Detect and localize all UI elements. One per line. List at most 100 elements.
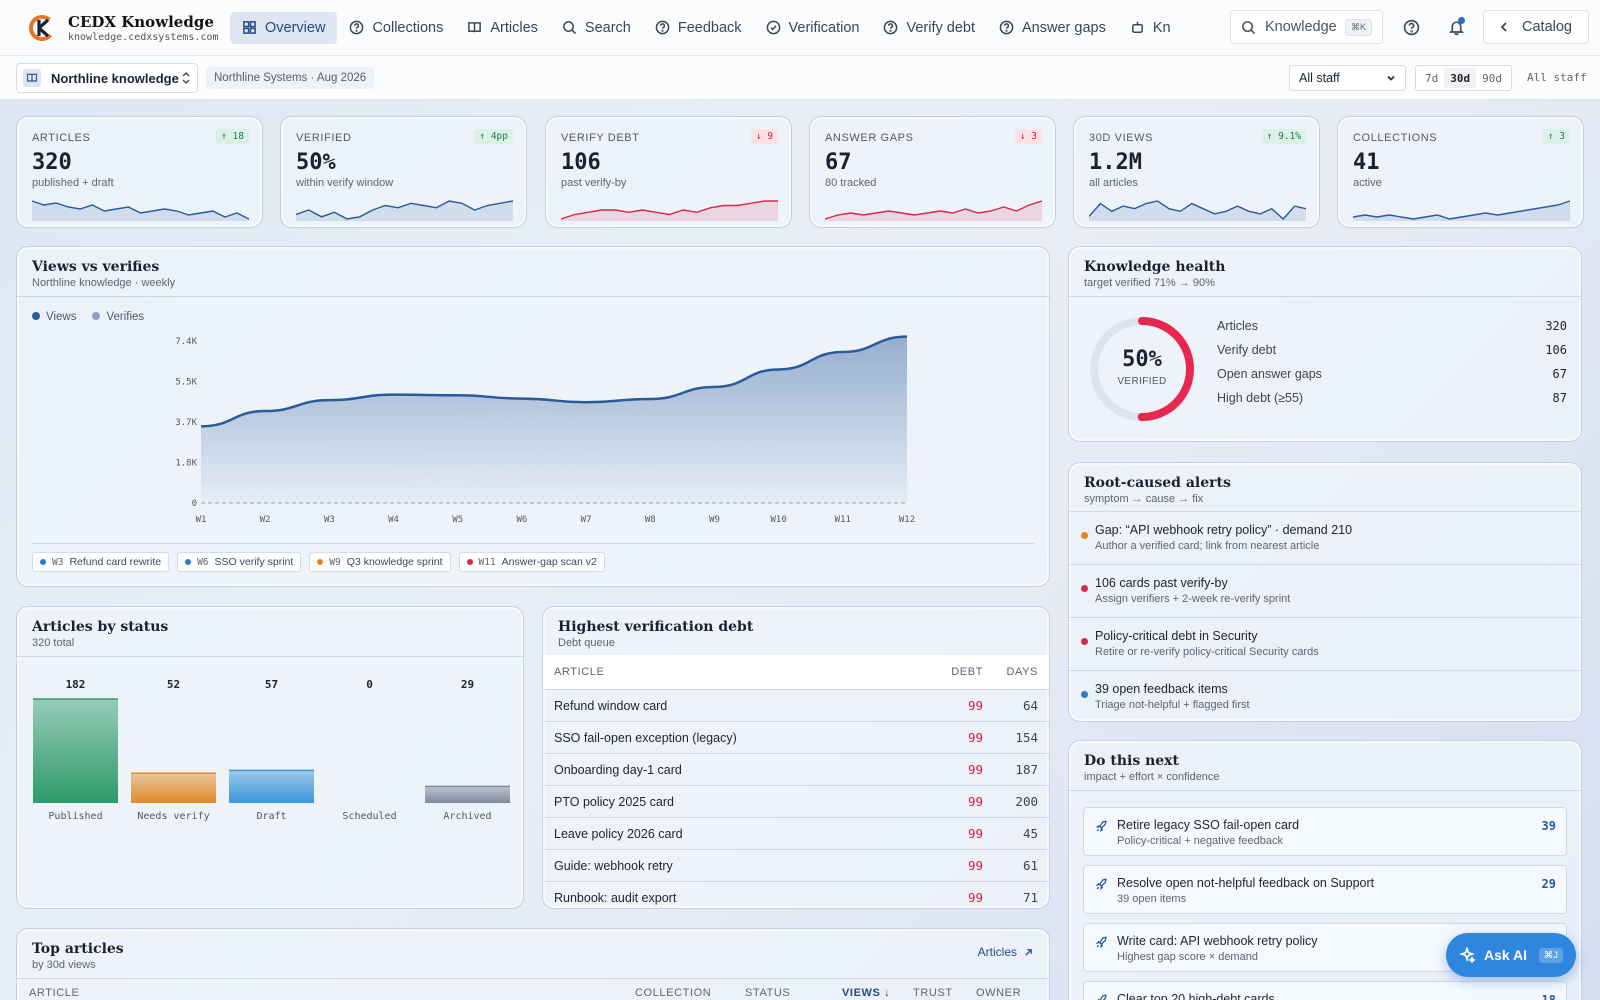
col-header[interactable]: VIEWS ↓: [842, 987, 891, 999]
notifications-button[interactable]: [1443, 14, 1469, 40]
link-label: Articles: [977, 945, 1017, 959]
milestone-label: SSO verify sprint: [214, 556, 294, 568]
audience-select[interactable]: All staff: [1289, 65, 1406, 91]
knowledge-search-button[interactable]: Knowledge ⌘K: [1230, 10, 1383, 44]
cell-article: Leave policy 2026 card: [554, 826, 683, 841]
bar-draft[interactable]: [229, 770, 314, 803]
views-chart-panel: Views vs verifies Northline knowledge · …: [16, 246, 1050, 587]
divider: [17, 978, 1049, 979]
range-7d[interactable]: 7d: [1425, 71, 1439, 85]
nav-overview[interactable]: Overview: [230, 11, 338, 44]
knowledge-base-select[interactable]: Northline knowledge: [16, 63, 198, 93]
col-header[interactable]: ARTICLE: [29, 987, 80, 999]
cell-days: 64: [1022, 698, 1038, 713]
table-row[interactable]: Guide: webhook retry 99 61: [543, 849, 1049, 881]
arrow-up-right-icon: [1025, 948, 1032, 956]
nav-feedback[interactable]: Feedback: [643, 12, 754, 44]
kpi-sparkline: [825, 200, 1042, 221]
alert-item[interactable]: 106 cards past verify-by Assign verifier…: [1069, 564, 1581, 617]
panel-subtitle: by 30d views: [32, 959, 96, 971]
next-action-card[interactable]: Clear top 20 high-debt cards 18: [1083, 981, 1567, 1000]
kpi-card[interactable]: COLLECTIONS 41 active ↑ 3: [1337, 116, 1584, 228]
cell-days: 61: [1022, 858, 1038, 873]
nav-verify-debt[interactable]: Verify debt: [871, 12, 987, 44]
alert-dot: [1081, 691, 1088, 698]
nav-collections[interactable]: Collections: [337, 12, 455, 44]
kpi-card[interactable]: ANSWER GAPS 67 80 tracked ↓ 3: [809, 116, 1056, 228]
col-days[interactable]: DAYS: [1006, 666, 1038, 678]
milestone-week: W6: [197, 556, 209, 568]
robot-icon: [1131, 21, 1143, 33]
table-row[interactable]: Leave policy 2026 card 99 45: [543, 817, 1049, 849]
x-tick-label: W5: [452, 515, 463, 525]
health-row: Open answer gaps 67: [1217, 367, 1567, 381]
donut-arc: [1090, 317, 1194, 421]
search-icon: [1242, 20, 1256, 34]
bar-category-label: Draft: [256, 811, 286, 822]
nav-answer-gaps[interactable]: Answer gaps: [987, 12, 1118, 44]
panel-title: Views vs verifies: [32, 259, 160, 275]
table-row[interactable]: SSO fail-open exception (legacy) 99 154: [543, 721, 1049, 753]
milestone-chip[interactable]: W3 Refund card rewrite: [32, 552, 170, 572]
legend-views[interactable]: Views: [32, 311, 76, 323]
milestone-chip[interactable]: W11 Answer-gap scan v2: [458, 552, 605, 572]
col-article[interactable]: ARTICLE: [554, 666, 605, 678]
kpi-note: all articles: [1089, 177, 1138, 189]
col-header[interactable]: TRUST: [913, 987, 953, 999]
nav-verification[interactable]: Verification: [754, 12, 872, 44]
help-circle-icon: [350, 20, 364, 35]
chevron-left-icon: [1500, 22, 1507, 32]
col-header[interactable]: STATUS: [745, 987, 791, 999]
alert-item[interactable]: Policy-critical debt in Security Retire …: [1069, 617, 1581, 670]
cell-days: 187: [1015, 762, 1038, 777]
nav-label: Overview: [265, 19, 326, 36]
nav-articles[interactable]: Articles: [455, 12, 550, 44]
panel-title: Knowledge health: [1084, 259, 1226, 275]
bar-needs-verify[interactable]: [131, 773, 216, 803]
milestone-dot: [40, 559, 46, 565]
audience-value: All staff: [1299, 71, 1340, 85]
kpi-card[interactable]: VERIFY DEBT 106 past verify-by ↓ 9: [545, 116, 792, 228]
nav-knowledge-bot[interactable]: Kn: [1118, 12, 1183, 44]
panel-title: Root-caused alerts: [1084, 475, 1231, 491]
next-action-card[interactable]: Retire legacy SSO fail-open card Policy-…: [1083, 807, 1567, 856]
alert-title: 39 open feedback items: [1095, 682, 1228, 696]
next-action-card[interactable]: Resolve open not-helpful feedback on Sup…: [1083, 865, 1567, 914]
legend-verifies[interactable]: Verifies: [92, 311, 144, 323]
range-30d[interactable]: 30d: [1444, 68, 1477, 88]
alert-item[interactable]: 39 open feedback items Triage not-helpfu…: [1069, 670, 1581, 721]
bar-archived[interactable]: [425, 786, 510, 803]
top-articles-header: ARTICLE COLLECTION STATUS VIEWS ↓ TRUST OWNER: [17, 987, 1049, 1000]
brand[interactable]: CEDX Knowledge knowledge.cedxsystems.com: [0, 12, 230, 44]
kpi-card[interactable]: ARTICLES 320 published + draft ↑ 18: [16, 116, 263, 228]
health-label: High debt (≥55): [1217, 391, 1304, 405]
range-90d[interactable]: 90d: [1482, 71, 1502, 85]
articles-link[interactable]: Articles: [978, 945, 1033, 959]
kpi-value: 106: [561, 150, 601, 175]
kpi-card[interactable]: VERIFIED 50% within verify window ↑ 4pp: [280, 116, 527, 228]
panel-title: Highest verification debt: [558, 619, 754, 635]
bar-published[interactable]: [33, 699, 118, 803]
kpi-card[interactable]: 30D VIEWS 1.2M all articles ↑ 9.1%: [1073, 116, 1320, 228]
kpi-value: 320: [32, 150, 72, 175]
col-debt[interactable]: DEBT: [951, 666, 983, 678]
legend-label: Verifies: [106, 311, 145, 323]
cell-debt: 99: [967, 890, 983, 905]
main-nav: Overview Collections Articles Search Fee…: [230, 0, 1222, 56]
book-icon: [468, 22, 482, 33]
table-row[interactable]: Refund window card 99 64: [543, 689, 1049, 721]
milestone-chip[interactable]: W9 Q3 knowledge sprint: [309, 552, 451, 572]
alert-item[interactable]: Gap: “API webhook retry policy” · demand…: [1069, 511, 1581, 564]
nav-search[interactable]: Search: [550, 12, 643, 44]
col-header[interactable]: OWNER: [976, 987, 1022, 999]
table-row[interactable]: Runbook: audit export 99 71: [543, 881, 1049, 908]
ask-ai-button[interactable]: Ask AI ⌘J: [1446, 933, 1576, 977]
milestone-chip[interactable]: W6 SSO verify sprint: [177, 552, 302, 572]
table-row[interactable]: PTO policy 2025 card 99 200: [543, 785, 1049, 817]
help-button[interactable]: [1398, 14, 1424, 40]
catalog-button[interactable]: Catalog: [1483, 10, 1589, 44]
kpi-label: 30D VIEWS: [1089, 132, 1154, 144]
org-period-chip: Northline Systems · Aug 2026: [206, 67, 375, 89]
col-header[interactable]: COLLECTION: [635, 987, 712, 999]
table-row[interactable]: Onboarding day-1 card 99 187: [543, 753, 1049, 785]
